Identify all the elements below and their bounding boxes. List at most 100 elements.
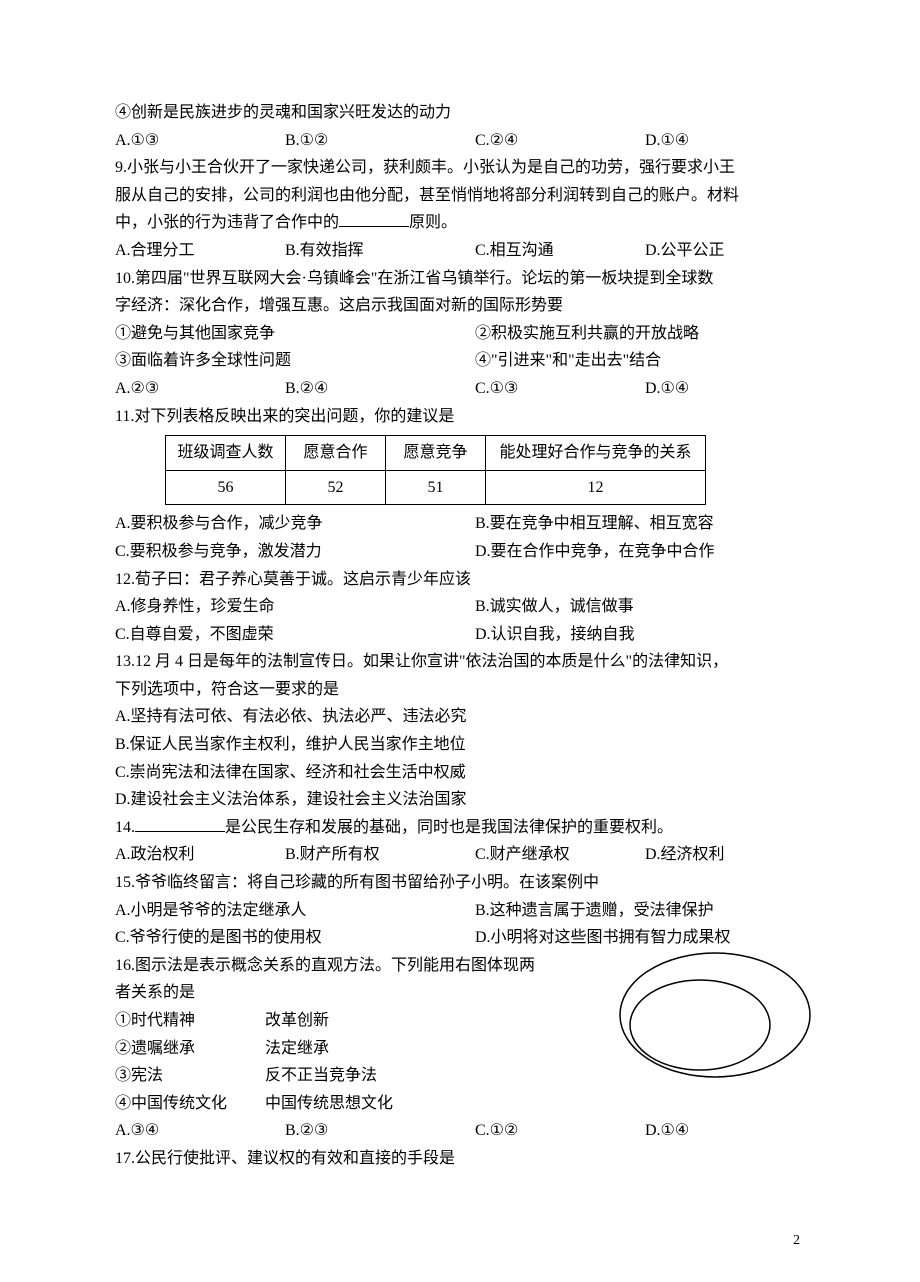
- q12-opt-d: D.认识自我，接纳自我: [475, 622, 805, 648]
- q10-opt-b: B.②④: [285, 376, 475, 402]
- page-number: 2: [793, 1230, 800, 1252]
- q13-opt-b: B.保证人民当家作主权利，维护人民当家作主地位: [115, 732, 805, 758]
- q12-opt-a: A.修身养性，珍爱生命: [115, 594, 475, 620]
- q10-opt-c: C.①③: [475, 376, 645, 402]
- q16-pair3b: 反不正当竞争法: [265, 1063, 605, 1089]
- table-header: 愿意竞争: [386, 436, 486, 471]
- q10-s2: ②积极实施互利共赢的开放战略: [475, 321, 805, 347]
- table-header: 能处理好合作与竞争的关系: [486, 436, 706, 471]
- q13-line1: 13.12 月 4 日是每年的法制宣传日。如果让你宣讲"依法治国的本质是什么"的…: [115, 649, 805, 675]
- q9-opt-d: D.公平公正: [645, 238, 805, 264]
- q11-table: 班级调查人数 愿意合作 愿意竞争 能处理好合作与竞争的关系 56 52 51 1…: [165, 435, 706, 505]
- q10-statements-row1: ①避免与其他国家竞争 ②积极实施互利共赢的开放战略: [115, 321, 805, 347]
- q10-opt-d: D.①④: [645, 376, 805, 402]
- q10-opt-a: A.②③: [115, 376, 285, 402]
- table-data-row: 56 52 51 12: [166, 470, 706, 505]
- q13-line2: 下列选项中，符合这一要求的是: [115, 677, 805, 703]
- q14-text-a: 14.: [115, 819, 135, 836]
- q11-opt-c: C.要积极参与竞争，激发潜力: [115, 539, 475, 565]
- q9-line1: 9.小张与小王合伙开了一家快递公司，获利颇丰。小张认为是自己的功劳，强行要求小王: [115, 155, 805, 181]
- q17-text: 17.公民行使批评、建议权的有效和直接的手段是: [115, 1146, 805, 1172]
- table-header-row: 班级调查人数 愿意合作 愿意竞争 能处理好合作与竞争的关系: [166, 436, 706, 471]
- q10-s3: ③面临着许多全球性问题: [115, 348, 475, 374]
- q15-opt-b: B.这种遗言属于遗赠，受法律保护: [475, 898, 805, 924]
- q16-pair3: ③宪法 反不正当竞争法: [115, 1063, 605, 1089]
- blank-fill: [339, 211, 409, 227]
- q16-pair1: ①时代精神 改革创新: [115, 1008, 605, 1034]
- q11-options-row1: A.要积极参与合作，减少竞争 B.要在竞争中相互理解、相互宽容: [115, 511, 805, 537]
- q11-opt-a: A.要积极参与合作，减少竞争: [115, 511, 475, 537]
- q10-s4: ④"引进来"和"走出去"结合: [475, 348, 805, 374]
- q9-opt-c: C.相互沟通: [475, 238, 645, 264]
- q14-opt-c: C.财产继承权: [475, 842, 645, 868]
- q14-opt-b: B.财产所有权: [285, 842, 475, 868]
- q16-pair2b: 法定继承: [265, 1036, 605, 1062]
- document-content: ④创新是民族进步的灵魂和国家兴旺发达的动力 A.①③ B.①② C.②④ D.①…: [115, 100, 805, 1172]
- q16-opt-c: C.①②: [475, 1118, 645, 1144]
- q10-line2: 字经济：深化合作，增强互惠。这启示我国面对新的国际形势要: [115, 293, 805, 319]
- q9-line3: 中，小张的行为违背了合作中的 原则。: [115, 210, 805, 236]
- q16-pair4: ④中国传统文化 中国传统思想文化: [115, 1091, 605, 1117]
- inner-ellipse: [630, 980, 770, 1070]
- q16-opt-d: D.①④: [645, 1118, 805, 1144]
- q16-opt-a: A.③④: [115, 1118, 285, 1144]
- table-header: 班级调查人数: [166, 436, 286, 471]
- q11-opt-d: D.要在合作中竞争，在竞争中合作: [475, 539, 805, 565]
- outer-ellipse: [620, 953, 810, 1077]
- table-cell: 51: [386, 470, 486, 505]
- blank-fill: [135, 816, 225, 832]
- q16-pair1b: 改革创新: [265, 1008, 605, 1034]
- q15-opt-a: A.小明是爷爷的法定继承人: [115, 898, 475, 924]
- q8-opt-b: B.①②: [285, 128, 475, 154]
- q16-text-block: 16.图示法是表示概念关系的直观方法。下列能用右图体现两 者关系的是 ①时代精神…: [115, 953, 605, 1117]
- q10-statements-row2: ③面临着许多全球性问题 ④"引进来"和"走出去"结合: [115, 348, 805, 374]
- q12-opt-b: B.诚实做人，诚信做事: [475, 594, 805, 620]
- q12-options-row1: A.修身养性，珍爱生命 B.诚实做人，诚信做事: [115, 594, 805, 620]
- q16-line1: 16.图示法是表示概念关系的直观方法。下列能用右图体现两: [115, 953, 605, 979]
- q8-options: A.①③ B.①② C.②④ D.①④: [115, 128, 805, 154]
- q10-line1: 10.第四届"世界互联网大会·乌镇峰会"在浙江省乌镇举行。论坛的第一板块提到全球…: [115, 266, 805, 292]
- table-cell: 52: [286, 470, 386, 505]
- q14-opt-a: A.政治权利: [115, 842, 285, 868]
- q11-text: 11.对下列表格反映出来的突出问题，你的建议是: [115, 404, 805, 430]
- q16-pair1a: ①时代精神: [115, 1008, 265, 1034]
- table-cell: 12: [486, 470, 706, 505]
- table-cell: 56: [166, 470, 286, 505]
- q12-opt-c: C.自尊自爱，不图虚荣: [115, 622, 475, 648]
- q9-line2: 服从自己的安排，公司的利润也由他分配，甚至悄悄地将部分利润转到自己的账户。材料: [115, 183, 805, 209]
- q15-opt-c: C.爷爷行使的是图书的使用权: [115, 925, 475, 951]
- q8-opt-a: A.①③: [115, 128, 285, 154]
- q12-options-row2: C.自尊自爱，不图虚荣 D.认识自我，接纳自我: [115, 622, 805, 648]
- q9-options: A.合理分工 B.有效指挥 C.相互沟通 D.公平公正: [115, 238, 805, 264]
- q13-opt-d: D.建设社会主义法治体系，建设社会主义法治国家: [115, 787, 805, 813]
- q8-statement4: ④创新是民族进步的灵魂和国家兴旺发达的动力: [115, 100, 805, 126]
- q16-opt-b: B.②③: [285, 1118, 475, 1144]
- q14-line: 14. 是公民生存和发展的基础，同时也是我国法律保护的重要权利。: [115, 815, 805, 841]
- q9-line3a: 中，小张的行为违背了合作中的: [115, 214, 339, 231]
- q12-text: 12.荀子曰：君子养心莫善于诚。这启示青少年应该: [115, 567, 805, 593]
- q16-pair4a: ④中国传统文化: [115, 1091, 265, 1117]
- q14-options: A.政治权利 B.财产所有权 C.财产继承权 D.经济权利: [115, 842, 805, 868]
- q10-s1: ①避免与其他国家竞争: [115, 321, 475, 347]
- q15-options-row1: A.小明是爷爷的法定继承人 B.这种遗言属于遗赠，受法律保护: [115, 898, 805, 924]
- q16-line2: 者关系的是: [115, 980, 605, 1006]
- table-header: 愿意合作: [286, 436, 386, 471]
- ellipse-diagram-icon: [615, 945, 815, 1085]
- q8-opt-d: D.①④: [645, 128, 805, 154]
- q16-pair3a: ③宪法: [115, 1063, 265, 1089]
- q16-options: A.③④ B.②③ C.①② D.①④: [115, 1118, 805, 1144]
- q14-text-b: 是公民生存和发展的基础，同时也是我国法律保护的重要权利。: [225, 819, 673, 836]
- q16-pair2: ②遗嘱继承 法定继承: [115, 1036, 605, 1062]
- q11-options-row2: C.要积极参与竞争，激发潜力 D.要在合作中竞争，在竞争中合作: [115, 539, 805, 565]
- q15-text: 15.爷爷临终留言：将自己珍藏的所有图书留给孙子小明。在该案例中: [115, 870, 805, 896]
- q9-opt-b: B.有效指挥: [285, 238, 475, 264]
- q16-pair4b: 中国传统思想文化: [265, 1091, 605, 1117]
- q9-opt-a: A.合理分工: [115, 238, 285, 264]
- q10-options: A.②③ B.②④ C.①③ D.①④: [115, 376, 805, 402]
- q14-opt-d: D.经济权利: [645, 842, 805, 868]
- q11-opt-b: B.要在竞争中相互理解、相互宽容: [475, 511, 805, 537]
- q16-pair2a: ②遗嘱继承: [115, 1036, 265, 1062]
- q16-container: 16.图示法是表示概念关系的直观方法。下列能用右图体现两 者关系的是 ①时代精神…: [115, 953, 805, 1117]
- q9-line3b: 原则。: [409, 214, 457, 231]
- q13-opt-c: C.崇尚宪法和法律在国家、经济和社会生活中权威: [115, 760, 805, 786]
